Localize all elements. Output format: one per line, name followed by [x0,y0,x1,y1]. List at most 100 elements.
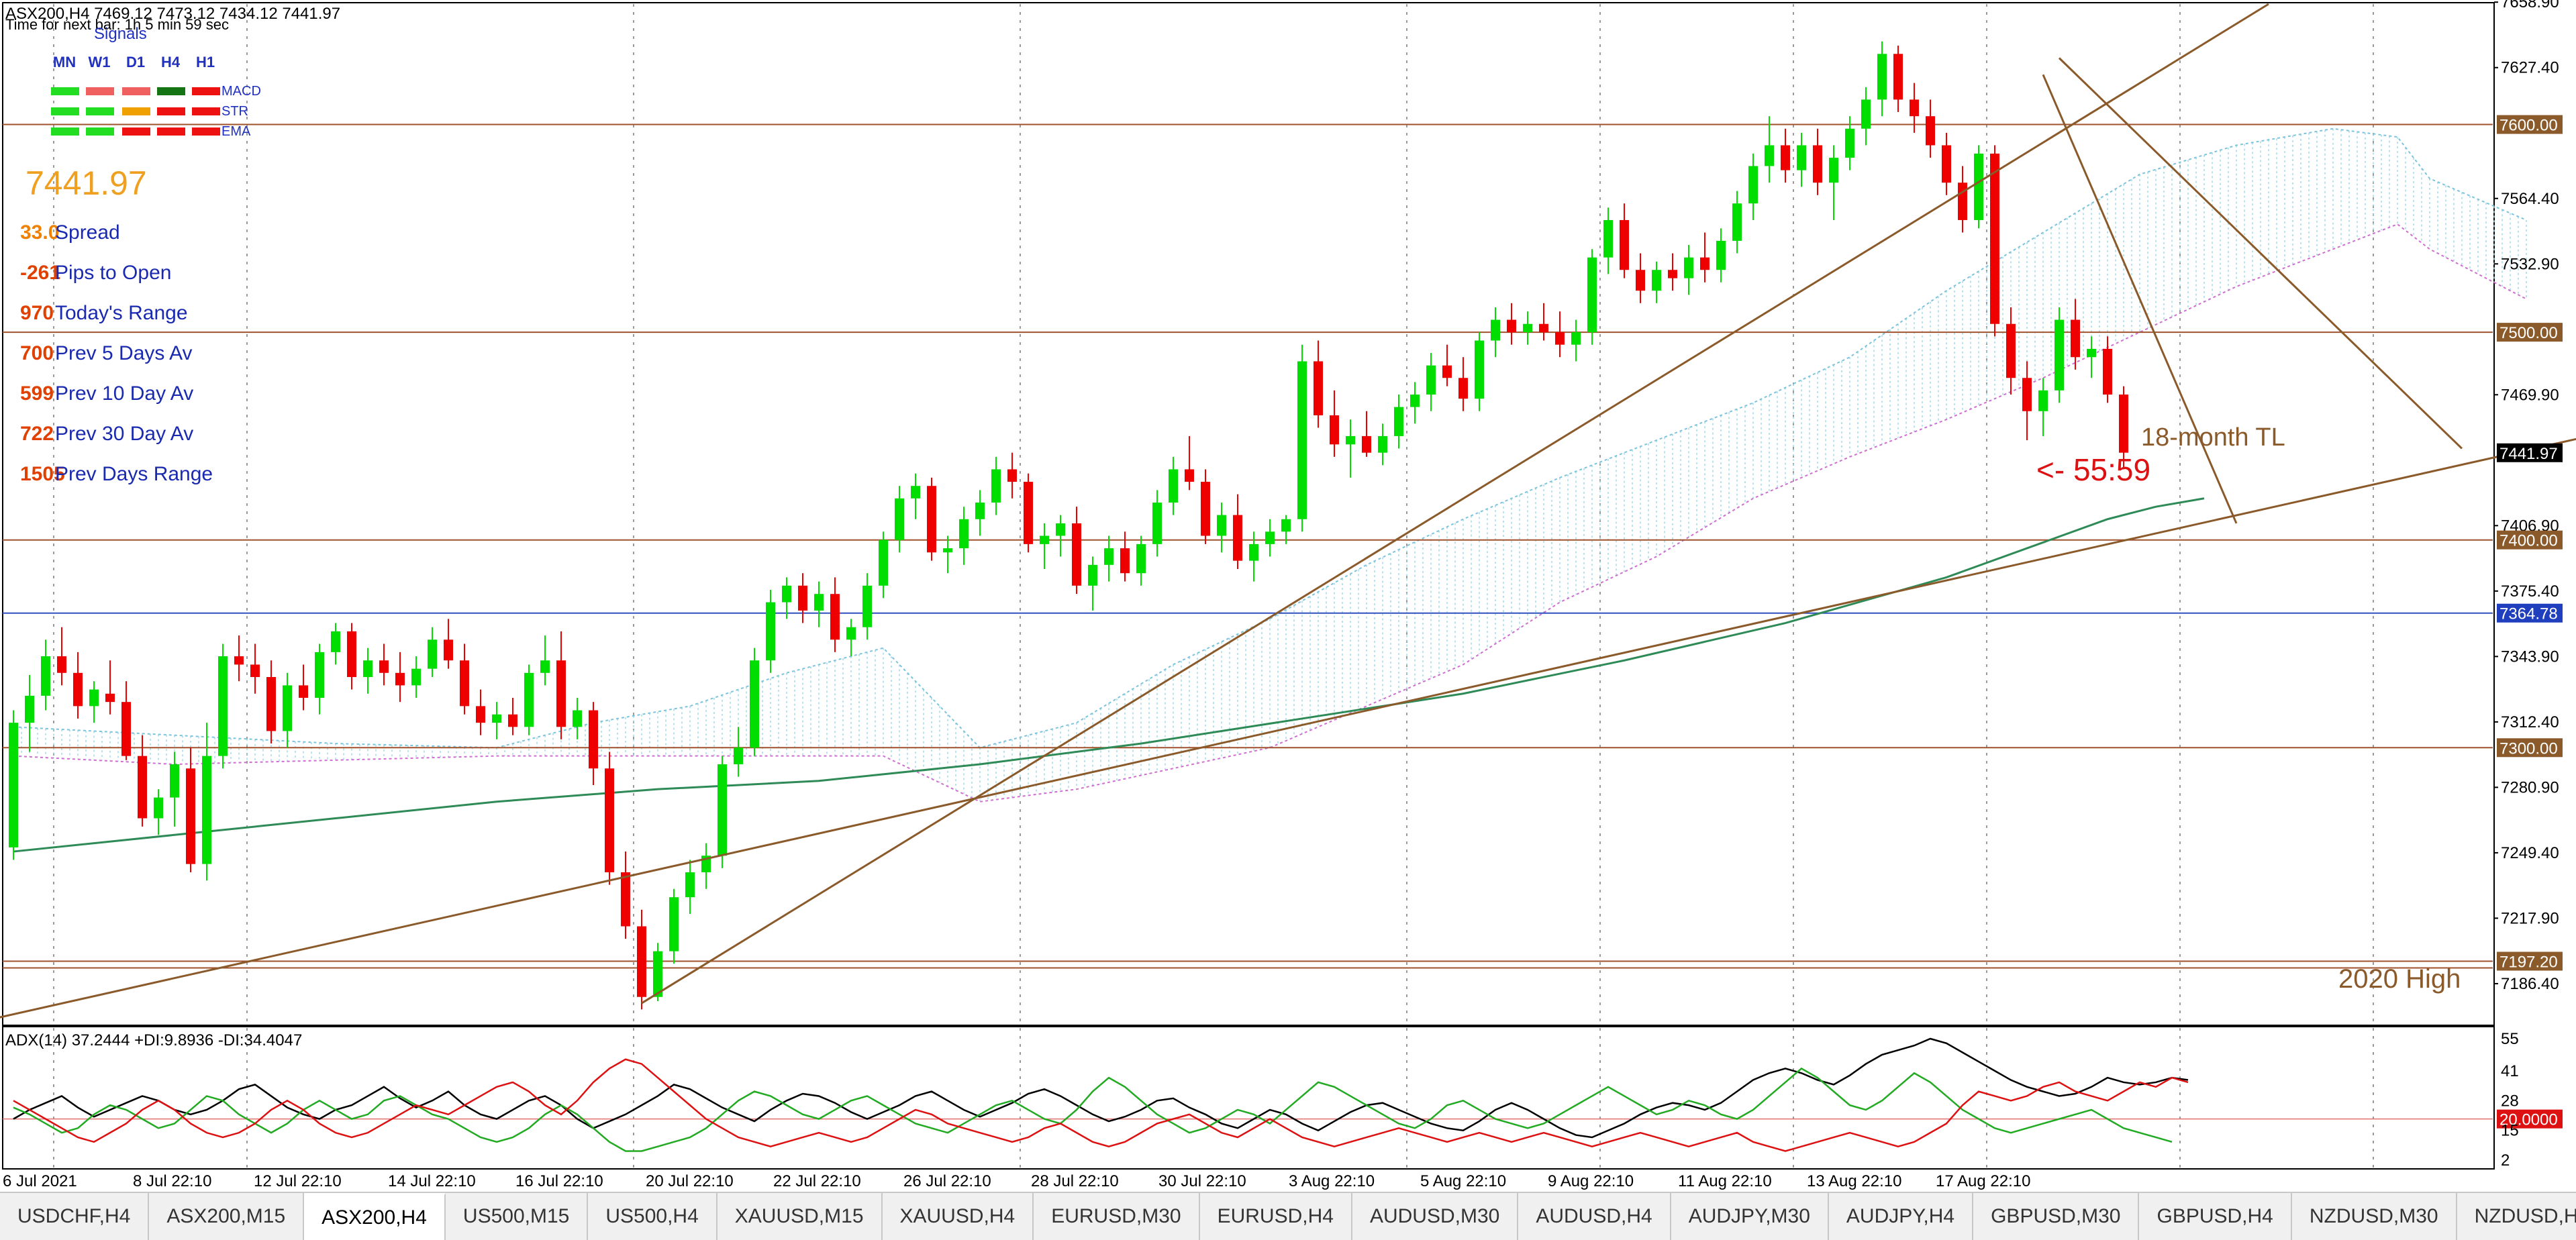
chart-tab[interactable]: US500,H4 [588,1193,717,1240]
price-tag-label: 7441.97 [2499,445,2558,463]
candle-body [524,672,534,727]
time-tick-label: 28 Jul 22:10 [1031,1172,1119,1190]
signal-box [157,127,185,136]
candle-body [121,702,131,756]
chart-tab[interactable]: EURUSD,M30 [1034,1193,1200,1240]
candle-body [1668,270,1677,278]
chart-tab[interactable]: XAUUSD,M15 [717,1193,883,1240]
candle-body [1861,99,1871,129]
chart-tab[interactable]: GBPUSD,M30 [1973,1193,2140,1240]
price-tag-label: 7600.00 [2499,117,2558,135]
candle-body [105,693,115,703]
candle-body [621,872,630,927]
candle-body [750,660,759,748]
time-tick-label: 5 Aug 22:10 [1420,1172,1506,1190]
time-tick-label: 6 Jul 2021 [3,1172,77,1190]
price-tag [2497,323,2563,342]
chart-tab[interactable]: EURUSD,H4 [1200,1193,1352,1240]
time-tick-label: 9 Aug 22:10 [1548,1172,1634,1190]
price-tick-label: 7375.40 [2501,582,2559,601]
chart-tab[interactable]: GBPUSD,H4 [2139,1193,2292,1240]
chart-tab[interactable]: ASX200,M15 [149,1193,305,1240]
candle-body [1136,544,1146,574]
stat-value: 722 [20,423,54,445]
candle-body [1265,531,1275,544]
candle-body [250,664,260,678]
price-tick-label: 7564.40 [2501,190,2559,208]
time-axis: 6 Jul 2021 8 Jul 22:10 12 Jul 22:10 14 Jul … [3,1172,2030,1190]
stat-label: Prev 5 Days Av [55,342,193,364]
candle-body [1974,153,1983,220]
candle-body [202,756,211,864]
ema-line [13,497,2205,853]
chart-tab[interactable]: XAUUSD,H4 [883,1193,1034,1240]
candle-body [653,951,662,997]
chart-tab[interactable]: AUDJPY,H4 [1829,1193,1974,1240]
candle-body [57,656,66,673]
candle-body [1394,407,1403,436]
chart-tab[interactable]: ASX200,H4 [304,1193,446,1240]
price-axis: 7658.90 7627.40 7600.00 7564.40 7532.90 7500.… [2494,0,2563,993]
candle-body [911,486,920,499]
adx-tick-label: 2 [2501,1151,2510,1170]
trendlines [0,3,2576,1019]
chart-tab[interactable]: NZDUSD,M30 [2292,1193,2457,1240]
signal-box [51,127,79,136]
signal-box [192,107,220,115]
countdown-label: <- 55:59 [2036,452,2150,487]
signal-timeframe: W1 [89,54,111,70]
candle-body [830,594,840,640]
candle-body [717,764,727,856]
candle-body [1120,548,1130,574]
chart-tab[interactable]: US500,M15 [446,1193,589,1240]
candle-body [1700,257,1710,270]
chart-tab[interactable]: NZDUSD,H4 [2457,1193,2576,1240]
candle-body [782,585,791,603]
candle-body [1507,319,1516,333]
chart-tab[interactable]: USDCHF,H4 [0,1193,150,1240]
adx-tick-label: 55 [2501,1030,2519,1048]
candle-body [540,660,550,673]
candle-body [41,656,50,696]
signal-box [192,87,220,95]
adx-tick-label: 41 [2501,1062,2519,1080]
signal-box [86,87,114,95]
price-tick-label: 7186.40 [2501,975,2559,993]
candle-body [2119,394,2128,453]
candle-body [1330,415,1339,445]
chart-tab[interactable]: AUDUSD,H4 [1518,1193,1671,1240]
signal-box [86,107,114,115]
chart-tab[interactable]: AUDJPY,M30 [1671,1193,1829,1240]
candle-body [1587,257,1597,333]
candle-body [798,585,807,611]
chart-canvas[interactable]: 7658.90 7627.40 7600.00 7564.40 7532.90 7500.… [0,0,2576,1192]
price-tick-label: 7532.90 [2501,255,2559,273]
signal-box [122,107,150,115]
signals-panel: MN W1 D1 H4 H1 MACD STR EMA [51,54,261,139]
candle-body [1539,323,1548,333]
chart-tab[interactable]: AUDUSD,M30 [1352,1193,1519,1240]
signal-box [157,87,185,95]
candle-body [1088,564,1097,586]
trendline [2042,74,2238,524]
candle-body [1636,270,1645,291]
candle-body [2103,348,2112,395]
time-tick-label: 12 Jul 22:10 [254,1172,342,1190]
candle-body [589,710,598,769]
stat-value: -261 [20,262,60,284]
candle-body [492,714,501,723]
candle-body [460,660,469,707]
time-tick-label: 14 Jul 22:10 [388,1172,476,1190]
candle-body [411,668,421,686]
time-tick-label: 16 Jul 22:10 [515,1172,603,1190]
signal-box [122,127,150,136]
bar-timer: Time for next bar: 1h 5 min 59 sec [5,16,229,33]
adx-panel-frame [2,1026,2495,1170]
time-tick-label: 13 Aug 22:10 [1807,1172,1901,1190]
candle-body [25,695,34,723]
candle-body [1603,219,1613,258]
candle-body [186,768,195,864]
candle-body [1297,361,1307,519]
trendline [2058,57,2463,450]
candle-body [1475,340,1484,399]
